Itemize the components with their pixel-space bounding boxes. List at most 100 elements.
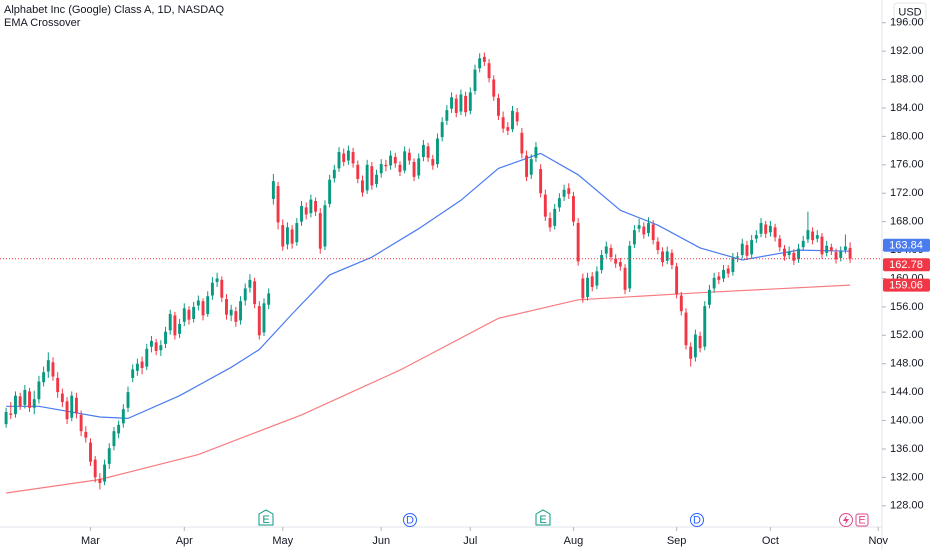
candle-body (665, 251, 669, 261)
candle-body (403, 151, 407, 171)
candle-body (243, 288, 247, 301)
candle-body (196, 300, 200, 306)
candle-body (839, 251, 843, 258)
event-label[interactable]: E (858, 514, 865, 526)
candle-body (567, 188, 571, 194)
candle-body (703, 306, 707, 347)
event-label[interactable]: D (406, 514, 414, 526)
candle-body (473, 69, 477, 91)
candle-body (285, 227, 289, 245)
candle-body (764, 224, 768, 234)
price-badge-label: 162.78 (889, 259, 923, 271)
candle-body (778, 238, 782, 248)
lightning (843, 515, 849, 525)
candle-body (135, 363, 139, 371)
currency[interactable]: USD (898, 6, 921, 18)
candle-body (107, 448, 111, 464)
candle-body (815, 235, 819, 239)
candle-body (51, 362, 55, 377)
candle-body (632, 230, 636, 245)
earnings-icon[interactable] (855, 513, 869, 527)
event-label[interactable]: D (693, 514, 701, 526)
candle-body (618, 262, 622, 267)
candle-body (93, 459, 97, 478)
candle-body (431, 159, 435, 166)
candle-body (637, 225, 641, 229)
candle-body (192, 306, 196, 319)
candle-body (454, 98, 458, 113)
candle-body (70, 395, 74, 418)
candle-body (379, 164, 383, 174)
y-tick-label: 176.00 (890, 159, 924, 171)
candle-body (370, 166, 374, 186)
candle-body (318, 213, 322, 249)
candle-body (117, 424, 121, 434)
candle-body (478, 58, 482, 69)
currency-box[interactable] (893, 2, 927, 22)
candle-body (14, 395, 17, 415)
candle-body (74, 397, 78, 414)
candle-body (834, 252, 838, 260)
candle-body (773, 227, 777, 238)
candle-body (679, 295, 683, 312)
candle-body (32, 399, 36, 408)
indicator-name: EMA Crossover (4, 17, 81, 29)
y-tick-label: 184.00 (890, 102, 924, 114)
candle-body (60, 393, 64, 403)
candle-body (253, 281, 257, 305)
earnings-icon[interactable] (258, 509, 274, 526)
candle-body (768, 225, 772, 233)
candle-body (539, 169, 543, 194)
axes: 128.00 132.00 136.00 140.00 144.00 148.00 152.… (81, 17, 930, 547)
y-tick-label: 192.00 (890, 45, 924, 57)
candle-body (740, 243, 744, 256)
dividend-icon[interactable] (690, 513, 704, 527)
candle-body (407, 152, 411, 161)
earnings-icon[interactable] (535, 509, 551, 526)
candle-body (825, 245, 829, 253)
candle-body (496, 98, 500, 116)
candle-body (229, 309, 233, 316)
price-badge (883, 238, 930, 252)
candle-body (848, 247, 852, 259)
candle-body (576, 223, 580, 262)
y-tick-label: 172.00 (890, 187, 924, 199)
candle-body (647, 223, 650, 234)
candle-body (168, 313, 172, 331)
candle-body (98, 478, 102, 484)
candle-body (843, 246, 847, 251)
candle-body (511, 110, 514, 130)
candle-body (468, 92, 472, 111)
candle-body (656, 241, 660, 251)
candle-body (464, 95, 468, 113)
candle-body (623, 267, 627, 290)
x-tick-label: Jun (372, 535, 390, 547)
candle-body (89, 442, 92, 462)
candle-body (257, 306, 261, 336)
candle-body (248, 279, 252, 288)
candle-body (525, 155, 529, 177)
candle-body (225, 299, 228, 315)
event-label[interactable]: E (539, 514, 546, 526)
candle-body (323, 205, 327, 247)
x-tick-label: Mar (81, 535, 100, 547)
candle-body (670, 252, 674, 265)
candle-body (365, 164, 369, 191)
candle-body (492, 79, 496, 97)
candle-body (750, 240, 754, 255)
candle-body (28, 391, 31, 408)
dividend-icon[interactable] (403, 513, 417, 527)
candle-body (178, 323, 182, 334)
candle-body (595, 271, 599, 286)
ema-line (6, 284, 851, 494)
candle-body (604, 246, 608, 254)
candle-body (37, 381, 41, 400)
candle-body (529, 159, 533, 175)
event-label[interactable]: E (262, 514, 269, 526)
candle-body (609, 247, 613, 258)
candle-body (801, 240, 805, 248)
candle-body (806, 230, 810, 240)
plot-area (0, 52, 882, 494)
